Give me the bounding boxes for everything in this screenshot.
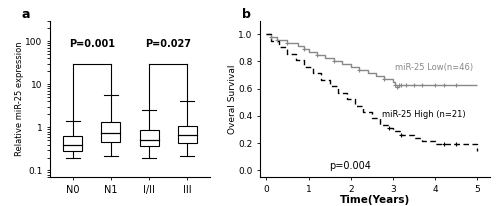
Text: p=0.004: p=0.004 — [329, 161, 371, 171]
Bar — [178, 126, 197, 143]
Text: a: a — [21, 8, 29, 21]
X-axis label: Time(Years): Time(Years) — [340, 195, 410, 205]
Bar — [140, 130, 158, 146]
Text: P=0.027: P=0.027 — [145, 39, 191, 49]
Bar — [102, 122, 120, 142]
Text: b: b — [242, 8, 250, 21]
Y-axis label: Overal Survival: Overal Survival — [228, 64, 236, 134]
Text: miR-25 Low(n=46): miR-25 Low(n=46) — [395, 63, 473, 72]
Y-axis label: Relative miR-25 expression: Relative miR-25 expression — [14, 42, 24, 156]
Text: P=0.001: P=0.001 — [69, 39, 115, 49]
Bar — [64, 136, 82, 151]
Text: miR-25 High (n=21): miR-25 High (n=21) — [382, 110, 466, 119]
